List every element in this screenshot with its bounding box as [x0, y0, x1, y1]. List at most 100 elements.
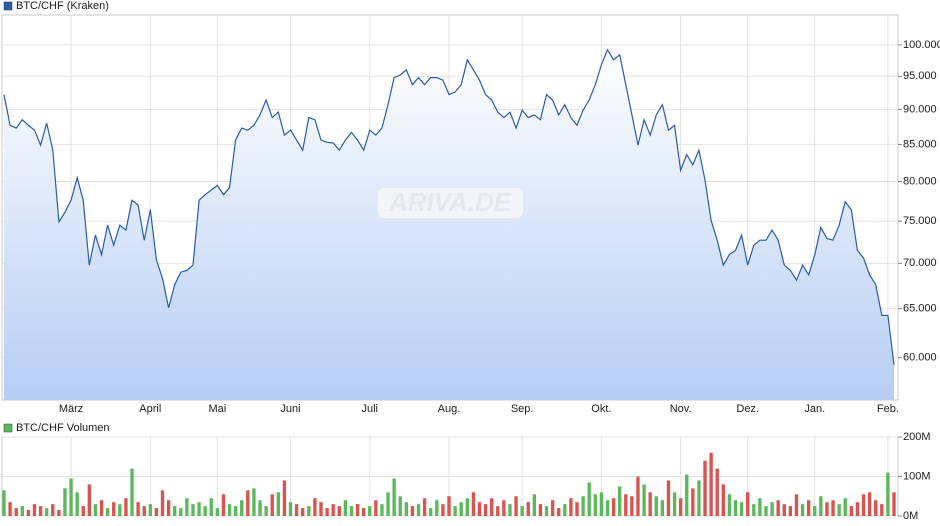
volume-bar	[69, 478, 73, 516]
volume-bar	[867, 492, 872, 516]
volume-bar	[691, 488, 695, 516]
volume-bar	[57, 510, 61, 516]
y-tick-label: 90.000	[903, 103, 937, 115]
volume-bar	[733, 500, 738, 516]
volume-bar	[422, 498, 427, 516]
volume-bar	[514, 496, 518, 516]
volume-bar	[380, 504, 384, 516]
x-tick-label: Mai	[208, 403, 226, 415]
x-tick-label: Sep.	[511, 403, 534, 415]
volume-bar	[288, 502, 293, 516]
y-tick-label: 60.000	[903, 352, 937, 364]
volume-bar	[453, 506, 457, 516]
volume-bar	[124, 498, 128, 516]
volume-bar	[325, 508, 329, 516]
volume-bar	[861, 494, 866, 516]
x-tick-label: Aug.	[438, 403, 461, 415]
volume-bar	[355, 504, 360, 516]
volume-bar	[2, 490, 6, 516]
y-tick-label: 80.000	[903, 175, 937, 187]
volume-bar	[752, 504, 756, 516]
volume-bar	[843, 498, 847, 516]
volume-bar	[709, 452, 713, 516]
volume-bar	[221, 494, 226, 516]
volume-bar	[672, 492, 677, 516]
y-tick-label: 0M	[903, 510, 918, 522]
volume-bar	[557, 508, 561, 516]
x-tick-label: April	[139, 403, 161, 415]
volume-bar	[544, 506, 549, 516]
volume-bar	[489, 498, 494, 516]
volume-bar	[179, 508, 183, 516]
volume-bar	[258, 500, 262, 516]
x-tick-label: Dez.	[736, 403, 759, 415]
volume-bar	[233, 506, 238, 516]
volume-bar	[666, 480, 671, 516]
volume-bar	[703, 460, 707, 516]
x-tick-label: Juli	[361, 403, 378, 415]
volume-bar	[160, 490, 165, 516]
volume-bar	[136, 502, 140, 516]
volume-bar	[343, 500, 348, 516]
volume-bar	[209, 498, 213, 516]
volume-bar	[806, 500, 811, 516]
volume-bar	[593, 494, 597, 516]
volume-bar	[721, 484, 725, 516]
volume-bar	[282, 480, 287, 516]
volume-bar	[599, 492, 604, 516]
volume-bar	[294, 504, 299, 516]
volume-bar	[465, 498, 469, 516]
volume-bar	[313, 498, 317, 516]
volume-bar	[374, 500, 378, 516]
volume-bar	[148, 504, 152, 516]
volume-bar	[81, 506, 85, 516]
y-tick-label: 70.000	[903, 257, 937, 269]
volume-bar	[739, 502, 744, 516]
volume-bar	[130, 468, 134, 516]
volume-bar	[404, 502, 409, 516]
y-tick-label: 65.000	[903, 303, 937, 315]
volume-bar	[880, 504, 884, 516]
volume-bar	[886, 472, 890, 516]
volume-bar	[252, 488, 256, 516]
volume-bar	[855, 502, 860, 516]
y-tick-label: 100.000	[903, 39, 940, 51]
volume-bar	[105, 508, 110, 516]
volume-bar	[215, 508, 220, 516]
x-tick-label: Jan.	[804, 403, 825, 415]
volume-bar	[569, 498, 573, 516]
volume-bar	[636, 476, 640, 516]
volume-bar	[550, 500, 555, 516]
volume-bar	[697, 480, 701, 516]
volume-bar	[26, 510, 31, 516]
volume-bar	[831, 500, 835, 516]
volume-bar	[142, 506, 146, 516]
volume-bar	[276, 492, 280, 516]
y-tick-label: 200M	[903, 431, 931, 443]
volume-bar	[685, 474, 689, 516]
volume-bar	[264, 506, 268, 516]
volume-bar	[410, 506, 415, 516]
volume-bar	[87, 484, 92, 516]
volume-bar	[307, 506, 311, 516]
volume-bar	[746, 492, 750, 516]
volume-bar	[75, 492, 79, 516]
volume-bar	[337, 506, 341, 516]
volume-bar	[112, 502, 116, 516]
volume-bar	[416, 504, 421, 516]
volume-bar	[819, 496, 823, 516]
volume-bar	[587, 482, 591, 516]
volume-bar	[392, 478, 396, 516]
volume-bar	[563, 504, 567, 516]
volume-bar	[63, 488, 67, 516]
volume-bar	[727, 494, 732, 516]
x-tick-label: Nov.	[670, 403, 692, 415]
x-tick-label: Okt.	[591, 403, 611, 415]
volume-bar	[166, 500, 171, 516]
volume-bar	[118, 504, 122, 516]
volume-bar	[538, 504, 543, 516]
legend-label: BTC/CHF (Kraken)	[16, 0, 109, 12]
volume-bar	[605, 500, 610, 516]
volume-bar	[51, 504, 55, 516]
